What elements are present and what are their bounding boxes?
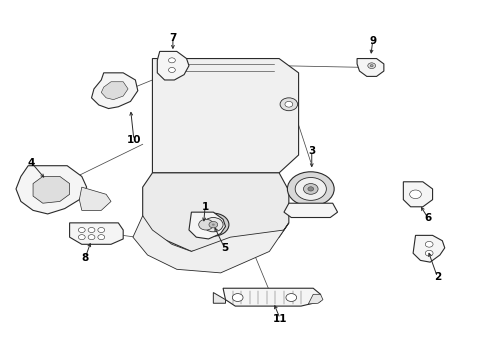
- Polygon shape: [213, 293, 225, 303]
- Polygon shape: [189, 212, 225, 239]
- Circle shape: [209, 221, 218, 228]
- Text: 8: 8: [81, 253, 89, 263]
- Circle shape: [98, 228, 105, 233]
- Polygon shape: [143, 173, 289, 251]
- Polygon shape: [223, 288, 320, 306]
- Text: 2: 2: [434, 272, 441, 282]
- Polygon shape: [92, 73, 138, 109]
- Polygon shape: [16, 166, 87, 214]
- Circle shape: [425, 242, 433, 247]
- Circle shape: [370, 64, 373, 67]
- Polygon shape: [152, 59, 298, 173]
- Text: 1: 1: [201, 202, 209, 212]
- Polygon shape: [133, 216, 289, 273]
- Circle shape: [303, 184, 318, 194]
- Circle shape: [285, 102, 293, 107]
- Text: 9: 9: [369, 36, 376, 46]
- Polygon shape: [157, 51, 189, 80]
- Text: 4: 4: [28, 158, 35, 168]
- Polygon shape: [403, 182, 433, 207]
- Circle shape: [295, 177, 326, 201]
- Circle shape: [199, 219, 213, 230]
- Circle shape: [78, 228, 85, 233]
- Circle shape: [232, 294, 243, 301]
- Circle shape: [198, 213, 229, 236]
- Polygon shape: [79, 187, 111, 210]
- Circle shape: [286, 294, 296, 301]
- Circle shape: [410, 190, 421, 199]
- Circle shape: [203, 217, 223, 232]
- Circle shape: [212, 224, 215, 226]
- Circle shape: [78, 235, 85, 240]
- Circle shape: [98, 235, 105, 240]
- Polygon shape: [101, 82, 128, 100]
- Text: 5: 5: [221, 243, 228, 253]
- Text: 11: 11: [273, 314, 287, 324]
- Polygon shape: [357, 59, 384, 76]
- Circle shape: [308, 187, 314, 191]
- Circle shape: [169, 67, 175, 72]
- Circle shape: [425, 250, 433, 256]
- Polygon shape: [308, 294, 323, 304]
- Polygon shape: [284, 203, 338, 217]
- Polygon shape: [413, 235, 445, 262]
- Polygon shape: [33, 176, 70, 203]
- Circle shape: [88, 235, 95, 240]
- Text: 3: 3: [308, 146, 316, 156]
- Circle shape: [88, 228, 95, 233]
- Text: 10: 10: [126, 135, 141, 145]
- Polygon shape: [70, 223, 123, 244]
- Circle shape: [288, 172, 334, 206]
- Text: 6: 6: [424, 212, 431, 222]
- Circle shape: [169, 58, 175, 63]
- Circle shape: [280, 98, 297, 111]
- Circle shape: [368, 63, 375, 68]
- Text: 7: 7: [169, 33, 176, 43]
